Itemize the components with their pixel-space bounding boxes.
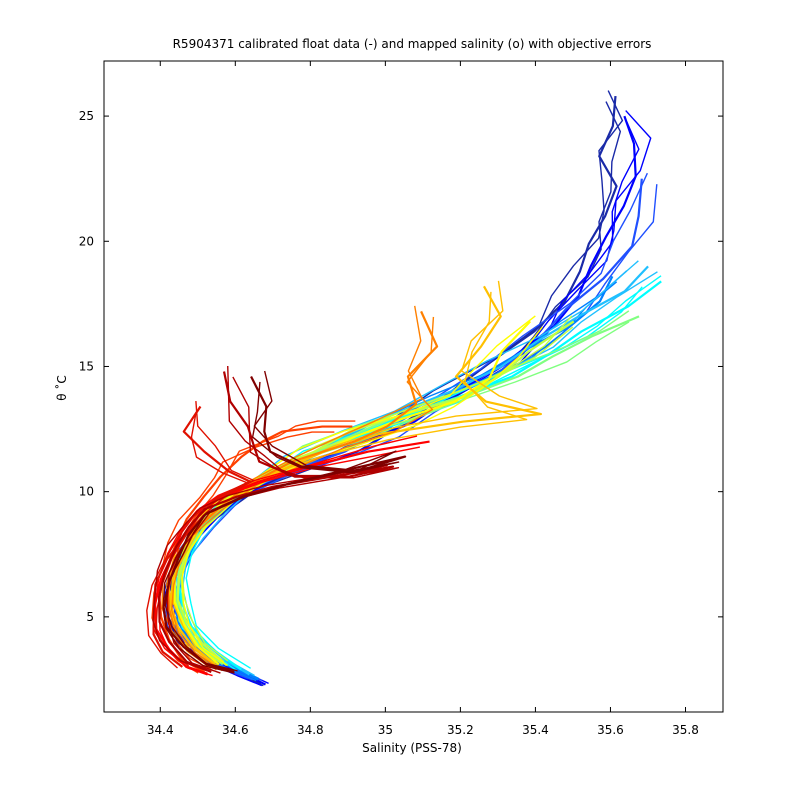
x-axis: 34.4 34.6 34.8 35 35.2 35.4 35.6 35.8 <box>147 61 699 737</box>
series-line <box>181 326 543 667</box>
series-line <box>166 310 439 671</box>
series-line <box>152 435 418 675</box>
x-tick-label: 35 <box>378 723 393 737</box>
series-line <box>172 281 618 682</box>
y-tick-label: 5 <box>86 610 94 624</box>
x-tick-label: 35.8 <box>672 723 699 737</box>
x-tick-label: 34.8 <box>297 723 324 737</box>
x-tick-label: 35.4 <box>522 723 549 737</box>
x-tick-label: 35.6 <box>597 723 624 737</box>
y-axis: 5 10 15 20 25 <box>79 109 723 624</box>
series-line <box>181 271 658 677</box>
x-tick-label: 34.4 <box>147 723 174 737</box>
series-line <box>166 95 618 686</box>
series-line <box>170 316 435 672</box>
series-layer <box>146 90 662 687</box>
y-tick-label: 20 <box>79 234 94 248</box>
series-line <box>164 370 397 672</box>
series-line <box>173 110 652 684</box>
series-line <box>157 425 353 673</box>
series-line <box>171 280 538 667</box>
series-line <box>177 265 649 676</box>
series-line <box>146 411 248 669</box>
y-tick-label: 10 <box>79 485 94 499</box>
x-tick-label: 35.2 <box>447 723 474 737</box>
series-line <box>152 405 252 668</box>
y-tick-label: 25 <box>79 109 94 123</box>
series-line <box>162 375 407 674</box>
y-axis-label: θ ˚C <box>54 375 69 401</box>
series-line <box>152 365 388 672</box>
plot-frame <box>103 60 724 713</box>
series-line <box>161 305 423 669</box>
series-line <box>167 315 536 664</box>
series-line <box>168 101 622 687</box>
series-line <box>163 90 624 685</box>
series-line <box>176 280 662 671</box>
chart-title: R5904371 calibrated float data (-) and m… <box>173 37 652 51</box>
series-line <box>171 115 637 686</box>
x-tick-label: 34.6 <box>222 723 249 737</box>
series-line <box>157 371 395 673</box>
series-line <box>164 121 640 687</box>
y-tick-label: 15 <box>79 359 94 373</box>
x-axis-label: Salinity (PSS-78) <box>362 741 462 755</box>
